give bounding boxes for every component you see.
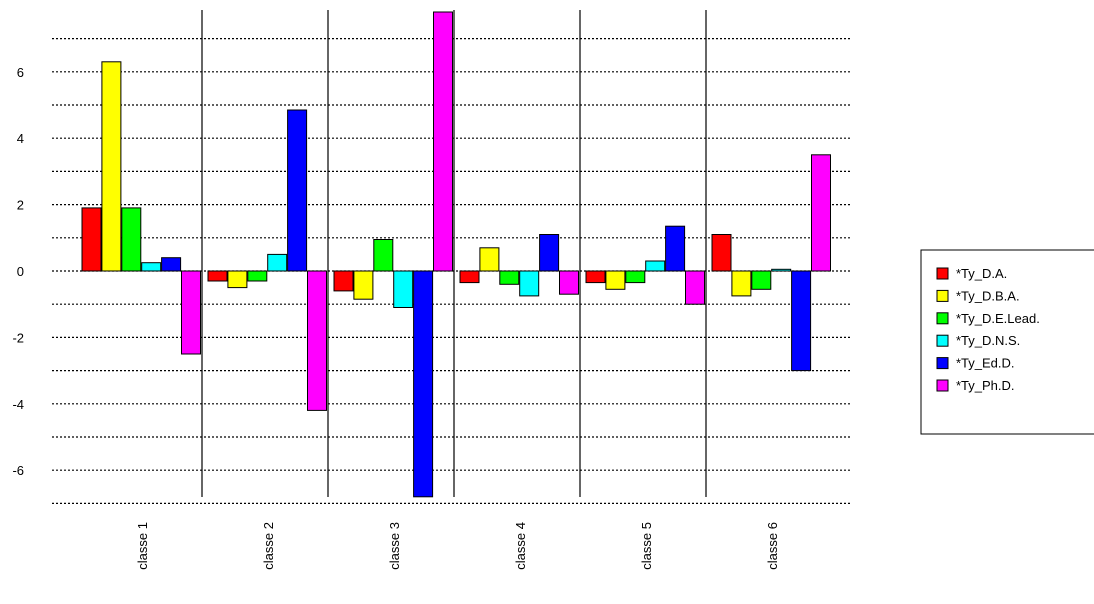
bar — [267, 253, 288, 272]
legend-swatch — [936, 289, 949, 302]
bar — [605, 270, 626, 290]
bar — [559, 270, 579, 295]
bar — [791, 270, 812, 372]
bar — [711, 234, 732, 272]
bar — [307, 270, 327, 411]
bar — [771, 268, 792, 272]
bar — [353, 270, 374, 300]
category-label: classe 5 — [639, 522, 654, 570]
bar — [373, 239, 394, 272]
bar — [645, 260, 666, 272]
bar — [499, 270, 520, 285]
category-label: classe 1 — [135, 522, 150, 570]
bar — [413, 270, 434, 498]
bar — [433, 11, 453, 272]
bar — [479, 247, 500, 272]
legend-label: *Ty_D.A. — [956, 266, 1007, 281]
legend-box — [920, 249, 1094, 435]
category-labels: classe 1 classe 2 classe 3 classe 4 classe 5… — [135, 522, 780, 570]
legend-swatch — [936, 312, 949, 325]
category-label: classe 3 — [387, 522, 402, 570]
legend-label: *Ty_D.B.A. — [956, 288, 1020, 303]
legend-swatch — [936, 267, 949, 280]
bar — [585, 270, 606, 284]
legend: *Ty_D.A. *Ty_D.B.A. *Ty_D.E.Lead. *Ty_D.N.S… — [920, 249, 1094, 435]
bar — [247, 270, 268, 282]
category-separators — [201, 10, 707, 497]
bar — [333, 270, 354, 292]
legend-label: *Ty_D.N.S. — [956, 333, 1020, 348]
y-tick-label: 0 — [17, 264, 24, 279]
bar — [121, 207, 142, 272]
y-tick-label: 4 — [17, 131, 24, 146]
bar — [207, 270, 228, 282]
legend-swatch — [936, 334, 949, 347]
bar — [101, 61, 122, 272]
legend-label: *Ty_D.E.Lead. — [956, 311, 1040, 326]
y-tick-label: -6 — [12, 463, 24, 478]
legend-label: *Ty_Ed.D. — [956, 356, 1015, 371]
category-label: classe 4 — [513, 522, 528, 570]
y-tick-label: 6 — [17, 65, 24, 80]
bar — [751, 270, 772, 290]
bar — [141, 262, 162, 272]
bars — [81, 11, 831, 498]
bar — [685, 270, 705, 305]
bar — [227, 270, 248, 289]
bar — [459, 270, 480, 284]
bar — [665, 225, 686, 272]
legend-swatch — [936, 357, 949, 370]
y-axis-ticks: -6 -4 -2 0 2 4 6 — [12, 65, 24, 478]
bar — [287, 109, 308, 272]
bar — [625, 270, 646, 284]
bar — [811, 154, 831, 272]
legend-label: *Ty_Ph.D. — [956, 378, 1015, 393]
bar — [539, 234, 560, 272]
y-tick-label: 2 — [17, 198, 24, 213]
category-label: classe 2 — [261, 522, 276, 570]
bar — [161, 257, 182, 272]
bar — [731, 270, 752, 297]
category-label: classe 6 — [765, 522, 780, 570]
bar — [181, 270, 201, 355]
bar — [393, 270, 414, 308]
y-tick-label: -2 — [12, 330, 24, 345]
legend-swatch — [936, 379, 949, 392]
bar — [519, 270, 540, 297]
bar — [81, 207, 102, 272]
y-tick-label: -4 — [12, 397, 24, 412]
